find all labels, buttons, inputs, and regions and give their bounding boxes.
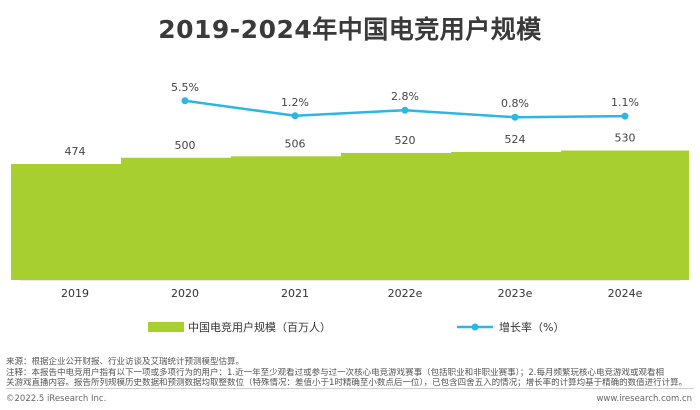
source-text: 来源：根据企业公开财报、行业访谈及艾瑞统计预测模型估算。 xyxy=(6,357,245,367)
x-tick-label: 2020 xyxy=(171,287,199,300)
growth-rate-point xyxy=(401,106,409,114)
growth-rate-label: 1.2% xyxy=(281,96,309,109)
growth-rate-point xyxy=(291,112,299,120)
x-tick-label: 2024e xyxy=(608,287,643,300)
bar-value-label: 506 xyxy=(285,137,306,150)
x-tick-label: 2023e xyxy=(498,287,533,300)
bar-2021 xyxy=(231,156,359,280)
legend-bar-label: 中国电竞用户规模（百万人） xyxy=(188,320,331,334)
chart-title: 2019-2024年中国电竞用户规模 xyxy=(158,15,542,44)
x-tick-label: 2021 xyxy=(281,287,309,300)
source-notes: 来源：根据企业公开财报、行业访谈及艾瑞统计预测模型估算。 注释：本报告中电竞用户… xyxy=(6,357,696,389)
bar-value-label: 474 xyxy=(65,145,86,158)
bar-value-label: 524 xyxy=(505,133,526,146)
bar-2020 xyxy=(121,157,249,280)
growth-rate-point xyxy=(621,112,629,120)
x-tick-label: 2022e xyxy=(388,287,423,300)
bar-2023e xyxy=(451,151,579,280)
website-text: www.iresearch.com.cn xyxy=(596,394,692,404)
legend-bar-swatch xyxy=(148,322,184,332)
growth-rate-label: 5.5% xyxy=(171,81,199,94)
bar-2024e xyxy=(561,150,689,280)
growth-rate-label: 1.1% xyxy=(611,96,639,109)
x-tick-label: 2019 xyxy=(61,287,89,300)
growth-rate-point xyxy=(511,113,519,121)
bar-value-label: 500 xyxy=(175,139,196,152)
legend-line-marker xyxy=(471,323,479,331)
bar-2019 xyxy=(11,164,139,280)
bar-value-label: 520 xyxy=(395,134,416,147)
bar-2022e xyxy=(341,152,469,280)
copyright-text: ©2022.5 iResearch Inc. xyxy=(6,394,107,404)
legend-line-label: 增长率（%） xyxy=(499,320,564,334)
note-line-2: 关游戏直播内容。报告所列规模历史数据和预测数据均取整数位（特殊情况：差值小于1时… xyxy=(6,378,688,388)
chart-canvas: 474 2019 500 2020 506 2021 520 2022e 524 2023e 530… xyxy=(11,81,689,334)
growth-rate-label: 0.8% xyxy=(501,97,529,110)
growth-rate-label: 2.8% xyxy=(391,90,419,103)
footer-divider xyxy=(6,388,694,389)
note-line-1: 注释：本报告中电竞用户指有以下一项或多项行为的用户：1.近一年至少观看过或参与过… xyxy=(6,367,664,378)
growth-rate-point xyxy=(181,97,189,105)
bar-value-label: 530 xyxy=(615,132,636,145)
